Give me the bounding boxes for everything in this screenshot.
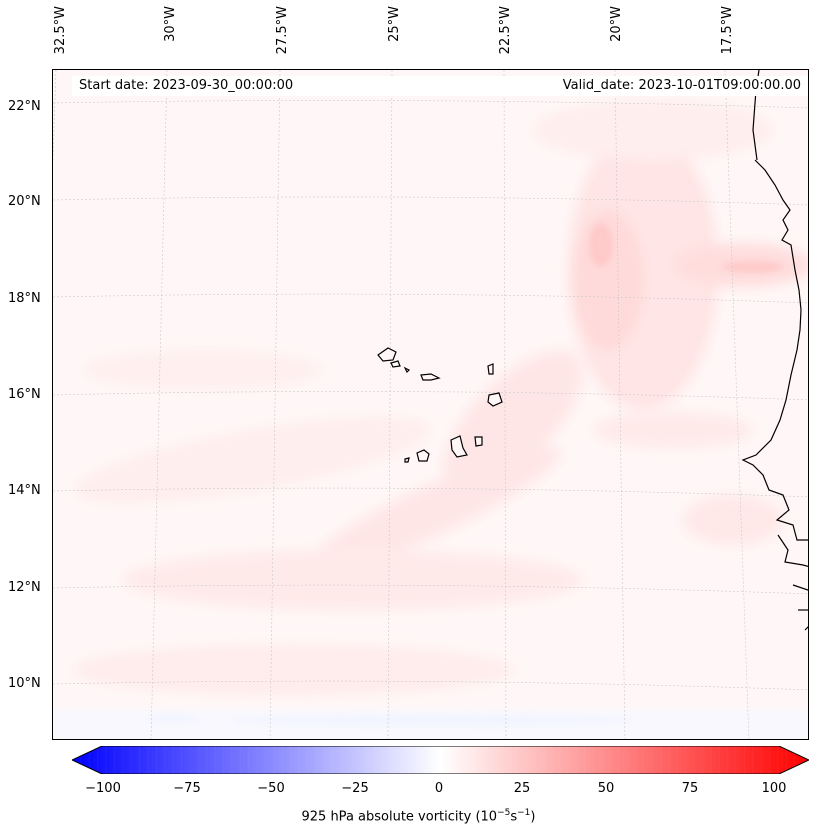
lat-label-16n: 16°N bbox=[8, 387, 41, 402]
lat-label-14n: 14°N bbox=[8, 483, 41, 498]
lon-label-17-5w: 17.5°W bbox=[720, 6, 735, 55]
lat-label-12n: 12°N bbox=[8, 580, 41, 595]
lat-label-18n: 18°N bbox=[8, 291, 41, 306]
vorticity-field bbox=[53, 70, 808, 739]
lon-label-25w: 25°W bbox=[387, 6, 402, 42]
colorbar-tick: 25 bbox=[513, 781, 531, 796]
lat-label-10n: 10°N bbox=[8, 676, 41, 691]
colorbar-tick: 75 bbox=[681, 781, 699, 796]
colorbar-tick: −100 bbox=[85, 781, 121, 796]
lon-label-32-5w: 32.5°W bbox=[53, 6, 68, 55]
colorbar-tick: 50 bbox=[597, 781, 615, 796]
lat-label-20n: 20°N bbox=[8, 194, 41, 209]
lon-label-22-5w: 22.5°W bbox=[498, 6, 513, 55]
colorbar bbox=[72, 746, 809, 774]
colorbar-label: 925 hPa absolute vorticity (10−5s−1) bbox=[301, 808, 536, 825]
lon-label-30w: 30°W bbox=[163, 6, 178, 42]
valid-date-label: Valid_date: 2023-10-01T09:00:00.00 bbox=[562, 78, 801, 93]
colorbar-tick: 100 bbox=[761, 781, 787, 796]
map-info-bar bbox=[72, 76, 808, 96]
colorbar-tick: −50 bbox=[257, 781, 285, 796]
map-panel[interactable] bbox=[52, 69, 809, 740]
colorbar-tick: −25 bbox=[341, 781, 369, 796]
lon-label-27-5w: 27.5°W bbox=[275, 6, 290, 55]
start-date-label: Start date: 2023-09-30_00:00:00 bbox=[79, 78, 294, 93]
colorbar-tick: 0 bbox=[434, 781, 444, 796]
lon-label-20w: 20°W bbox=[609, 6, 624, 42]
islands bbox=[377, 347, 503, 463]
colorbar-tick: −75 bbox=[173, 781, 201, 796]
lat-label-22n: 22°N bbox=[8, 99, 41, 114]
